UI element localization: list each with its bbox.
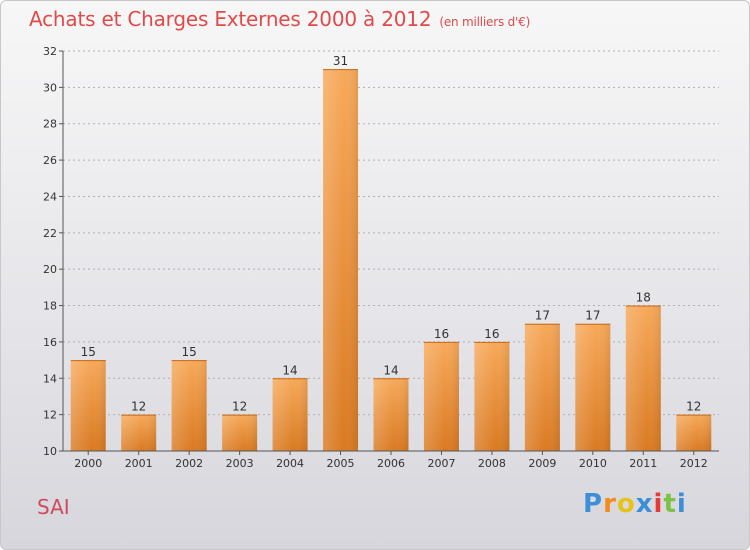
y-tick-label: 28 — [43, 118, 57, 131]
bar-highlight — [423, 341, 459, 451]
x-tick-label: 2003 — [226, 457, 254, 470]
bar-value-label: 15 — [182, 345, 197, 359]
x-tick-label: 2007 — [427, 457, 455, 470]
bar-value-label: 31 — [333, 54, 348, 68]
bar-value-label: 15 — [81, 345, 96, 359]
x-tick-label: 2008 — [478, 457, 506, 470]
x-tick-label: 2002 — [175, 457, 203, 470]
logo-letter: t — [663, 489, 677, 519]
bar-highlight — [171, 360, 207, 451]
y-tick-label: 32 — [43, 45, 57, 58]
chart-title-text: Achats et Charges Externes 2000 à 2012 — [29, 7, 432, 31]
x-tick-label: 2011 — [629, 457, 657, 470]
x-tick-label: 2000 — [74, 457, 102, 470]
logo-letter: P — [583, 489, 604, 519]
x-tick-label: 2010 — [579, 457, 607, 470]
logo-letter: i — [676, 489, 687, 519]
bar-layer: 15 12 15 12 14 31 14 16 16 17 17 18 12 — [70, 54, 712, 451]
bar-highlight — [676, 414, 712, 451]
bar-value-label: 12 — [686, 400, 701, 414]
bar-value-label: 14 — [282, 363, 297, 377]
y-tick-label: 12 — [43, 409, 57, 422]
y-tick-label: 10 — [43, 445, 57, 458]
commune-label: SAI — [37, 495, 70, 519]
bar-highlight — [222, 414, 258, 451]
bar-highlight — [323, 69, 359, 451]
x-tick-label: 2006 — [377, 457, 405, 470]
y-tick-label: 18 — [43, 300, 57, 313]
bar-highlight — [625, 305, 661, 451]
y-tick-label: 20 — [43, 263, 57, 276]
logo-letter: r — [603, 489, 617, 519]
x-tick-label: 2005 — [327, 457, 355, 470]
y-tick-label: 30 — [43, 81, 57, 94]
chart-subtitle: (en milliers d'€) — [439, 15, 531, 29]
bar-highlight — [524, 323, 560, 451]
bar-highlight — [70, 360, 106, 451]
bar-highlight — [575, 323, 611, 451]
y-tick-label: 22 — [43, 227, 57, 240]
bar-value-label: 16 — [434, 327, 449, 341]
bar-value-label: 14 — [383, 363, 398, 377]
y-tick-label: 26 — [43, 154, 57, 167]
x-tick-label: 2004 — [276, 457, 304, 470]
logo-letter: i — [653, 489, 664, 519]
bar-value-label: 18 — [636, 291, 651, 305]
bar-value-label: 16 — [484, 327, 499, 341]
x-tick-label: 2009 — [528, 457, 556, 470]
bar-highlight — [373, 378, 409, 451]
chart-title: Achats et Charges Externes 2000 à 2012 (e… — [29, 7, 530, 31]
bar-value-label: 17 — [585, 309, 600, 323]
bar-value-label: 17 — [535, 309, 550, 323]
bar-highlight — [474, 341, 510, 451]
logo-letter: x — [635, 489, 654, 519]
proxiti-logo[interactable]: Proxiti — [583, 489, 687, 519]
bar-highlight — [272, 378, 308, 451]
y-tick-label: 14 — [43, 372, 57, 385]
y-tick-label: 24 — [43, 190, 57, 203]
x-tick-label: 2012 — [680, 457, 708, 470]
y-tick-label: 16 — [43, 336, 57, 349]
axis-layer: 10 12 14 16 18 20 22 24 26 28 30 32 2000 2001 2002 2003… — [43, 45, 719, 470]
bar-highlight — [121, 414, 157, 451]
bar-value-label: 12 — [131, 400, 146, 414]
bar-value-label: 12 — [232, 400, 247, 414]
x-tick-label: 2001 — [125, 457, 153, 470]
logo-letter: o — [616, 489, 636, 519]
